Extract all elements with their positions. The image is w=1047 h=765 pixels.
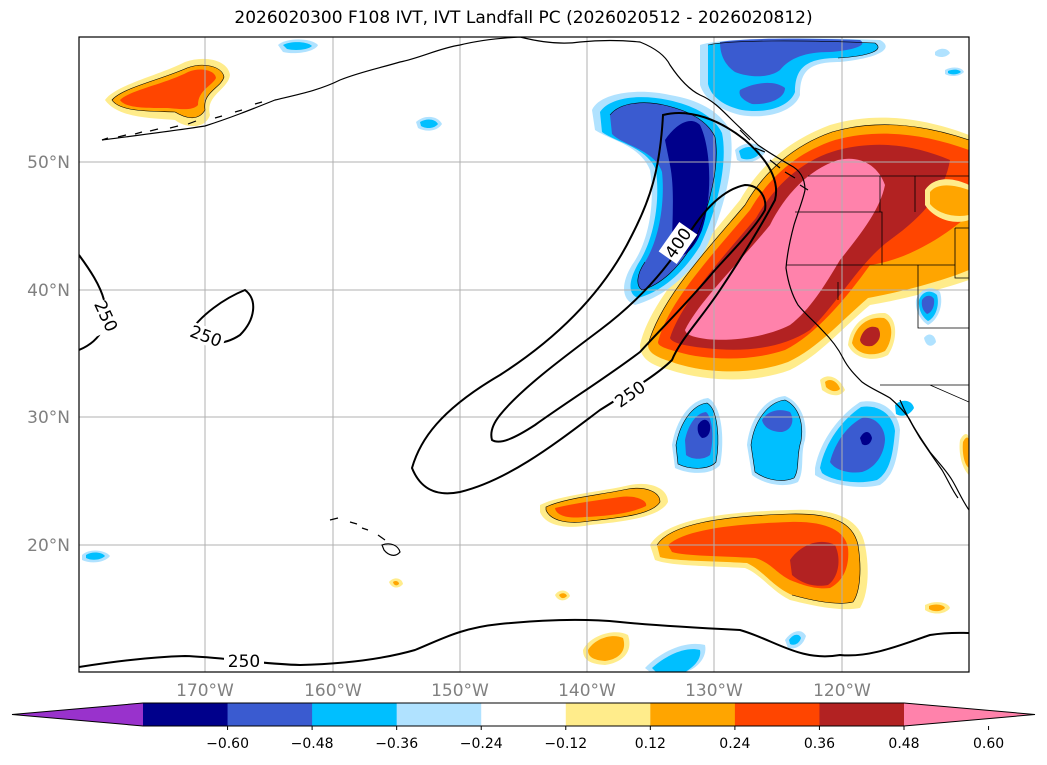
map-frame <box>78 36 970 673</box>
colorbar-segment <box>819 703 905 726</box>
coastlines <box>101 37 969 556</box>
colorbar-tick-label: 0.24 <box>719 736 750 752</box>
state-border-east <box>954 227 969 279</box>
colorbar-extend-min <box>12 703 143 726</box>
colorbar-tick-label: 0.12 <box>635 736 666 752</box>
lon-label-150w: 150°W <box>431 681 489 701</box>
positive-anomaly-small-spots <box>389 179 969 665</box>
colorbar-tick-label: −0.48 <box>291 736 334 752</box>
positive-anomaly-bering-sea <box>105 58 230 127</box>
positive-anomaly-california-coast <box>848 312 896 359</box>
negative-anomaly-subtropics <box>672 396 914 487</box>
colorbar-segment <box>396 703 482 726</box>
positive-anomaly-subtropics-west <box>540 483 668 527</box>
lon-label-130w: 130°W <box>685 681 743 701</box>
lat-label-40n: 40°N <box>27 281 70 301</box>
lon-label-140w: 140°W <box>558 681 616 701</box>
contour-label-250-south: 250 <box>228 652 260 672</box>
lon-label-170w: 170°W <box>176 681 234 701</box>
map-title: 2026020300 F108 IVT, IVT Landfall PC (20… <box>234 8 813 28</box>
contour-label-masks <box>82 221 698 670</box>
us-state-borders <box>786 211 969 329</box>
colorbar-segment <box>650 703 736 726</box>
lat-label-30n: 30°N <box>27 408 70 428</box>
hawaii-islands <box>329 517 401 556</box>
colorbar-segment <box>143 703 229 726</box>
colorbar: −0.60 −0.48 −0.36 −0.24 −0.12 0.12 0.24 0.36 0.4… <box>11 702 1036 752</box>
lat-label-20n: 20°N <box>27 536 70 556</box>
colorbar-outline <box>11 702 1036 727</box>
colorbar-segment <box>481 703 567 726</box>
negative-anomaly-small-spots <box>82 39 964 672</box>
ivt-contour-250-east-pacific <box>410 111 778 495</box>
alaska-coastline <box>101 37 806 191</box>
colorbar-segment <box>565 703 651 726</box>
political-borders <box>786 175 969 403</box>
lon-label-120w: 120°W <box>813 681 871 701</box>
ivt-contour-400 <box>490 183 767 443</box>
aleutian-islands <box>101 101 263 141</box>
colorbar-tick-label: −0.24 <box>460 736 503 752</box>
colorbar-tick-label: 0.36 <box>804 736 835 752</box>
bc-islands <box>739 129 809 191</box>
colorbar-segment <box>312 703 398 726</box>
lon-label-160w: 160°W <box>304 681 362 701</box>
anomaly-outlines <box>111 40 969 604</box>
colorbar-extend-max <box>904 703 1035 726</box>
lat-label-50n: 50°N <box>27 153 70 173</box>
gridlines <box>79 37 969 672</box>
colorbar-tick-label: 0.60 <box>973 736 1004 752</box>
colorbar-tick-label: −0.12 <box>544 736 587 752</box>
colorbar-segment <box>734 703 820 726</box>
colorbar-tick-label: −0.60 <box>206 736 249 752</box>
colorbar-tick-label: 0.48 <box>888 736 919 752</box>
us-mexico-border <box>880 384 969 403</box>
state-border-north <box>879 176 916 212</box>
positive-anomaly-northeast-pacific <box>640 117 969 380</box>
baja-california <box>899 399 959 499</box>
colorbar-tick-label: −0.36 <box>375 736 418 752</box>
colorbar-segment <box>227 703 313 726</box>
positive-anomaly-subtropics-east <box>650 509 868 610</box>
